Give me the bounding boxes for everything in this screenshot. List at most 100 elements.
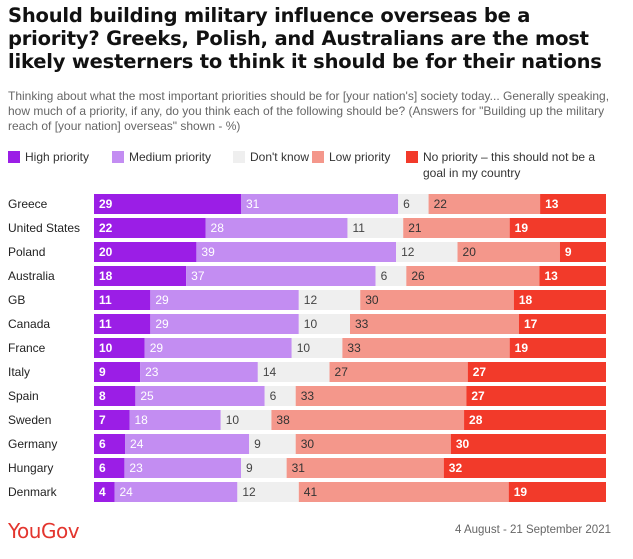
bar-greece-high-priority	[94, 194, 242, 214]
bar-france-no-priority	[509, 338, 606, 358]
value-label-poland-low-priority: 20	[463, 245, 477, 259]
bar-germany-low-priority	[295, 434, 451, 454]
value-label-poland-don-t-know: 12	[401, 245, 415, 259]
value-label-france-low-priority: 33	[347, 341, 361, 355]
bar-gb-high-priority	[94, 290, 151, 310]
bar-france-don-t-know	[291, 338, 343, 358]
legend-item-no: No priority – this should not be a goal …	[406, 149, 621, 181]
legend-swatch-high	[8, 151, 20, 163]
value-label-poland-medium-priority: 39	[201, 245, 215, 259]
bar-sweden-high-priority	[94, 410, 130, 430]
bar-greece-don-t-know	[398, 194, 429, 214]
chart-subtitle: Thinking about what the most important p…	[8, 89, 610, 133]
legend-swatch-no	[406, 151, 418, 163]
bar-france-high-priority	[94, 338, 145, 358]
value-label-denmark-low-priority: 41	[304, 485, 318, 499]
bar-denmark-no-priority	[508, 482, 606, 502]
bar-united-states-high-priority	[94, 218, 206, 238]
bar-sweden-low-priority	[271, 410, 465, 430]
value-label-italy-high-priority: 9	[99, 365, 106, 379]
bar-united-states-medium-priority	[205, 218, 348, 238]
value-label-hungary-low-priority: 31	[292, 461, 306, 475]
bar-denmark-medium-priority	[114, 482, 238, 502]
value-label-australia-low-priority: 26	[411, 269, 425, 283]
value-label-greece-don-t-know: 6	[403, 197, 410, 211]
value-label-germany-medium-priority: 24	[130, 437, 144, 451]
value-label-sweden-no-priority: 28	[469, 413, 483, 427]
value-label-canada-medium-priority: 29	[155, 317, 169, 331]
bar-australia-medium-priority	[186, 266, 376, 286]
legend-label-low: Low priority	[329, 150, 391, 164]
row-label-canada: Canada	[8, 317, 50, 331]
bar-hungary-don-t-know	[241, 458, 287, 478]
yougov-logo: YouGov	[8, 519, 80, 543]
legend-label-no: No priority – this should not be a goal …	[423, 150, 596, 180]
bar-gb-don-t-know	[298, 290, 361, 310]
bar-italy-high-priority	[94, 362, 141, 382]
row-label-sweden: Sweden	[8, 413, 51, 427]
row-label-poland: Poland	[8, 245, 45, 259]
bar-australia-high-priority	[94, 266, 187, 286]
chart-title: Should building military influence overs…	[8, 4, 602, 73]
value-label-germany-high-priority: 6	[99, 437, 106, 451]
bar-sweden-medium-priority	[129, 410, 221, 430]
value-label-hungary-no-priority: 32	[449, 461, 463, 475]
row-label-greece: Greece	[8, 197, 48, 211]
bar-greece-no-priority	[540, 194, 606, 214]
value-label-france-don-t-know: 10	[297, 341, 311, 355]
row-label-australia: Australia	[8, 269, 55, 283]
bar-united-states-no-priority	[509, 218, 606, 238]
value-label-canada-don-t-know: 10	[304, 317, 318, 331]
value-label-denmark-don-t-know: 12	[242, 485, 256, 499]
bar-hungary-low-priority	[286, 458, 444, 478]
bar-poland-high-priority	[94, 242, 197, 262]
value-label-australia-high-priority: 18	[99, 269, 113, 283]
value-label-canada-no-priority: 17	[524, 317, 538, 331]
value-label-united-states-high-priority: 22	[99, 221, 113, 235]
value-label-australia-medium-priority: 37	[191, 269, 205, 283]
value-label-hungary-high-priority: 6	[99, 461, 106, 475]
value-label-australia-don-t-know: 6	[381, 269, 388, 283]
row-label-germany: Germany	[8, 437, 57, 451]
bar-poland-no-priority	[559, 242, 606, 262]
bar-spain-no-priority	[466, 386, 606, 406]
bar-italy-medium-priority	[140, 362, 258, 382]
value-label-gb-don-t-know: 12	[304, 293, 318, 307]
bar-canada-medium-priority	[150, 314, 299, 334]
value-label-canada-high-priority: 11	[99, 317, 112, 331]
value-label-italy-no-priority: 27	[473, 365, 487, 379]
value-label-united-states-medium-priority: 28	[211, 221, 225, 235]
value-label-sweden-don-t-know: 10	[226, 413, 240, 427]
bar-poland-medium-priority	[196, 242, 397, 262]
bar-denmark-low-priority	[298, 482, 509, 502]
stacked-bar-chart: Greece 29 31 6 22 13 United States 22 28 11 21 19 Po…	[0, 190, 633, 510]
value-label-spain-don-t-know: 6	[270, 389, 277, 403]
bar-sweden-don-t-know	[220, 410, 272, 430]
legend-item-medium: Medium priority	[112, 149, 211, 165]
value-label-poland-high-priority: 20	[99, 245, 113, 259]
value-label-greece-high-priority: 29	[99, 197, 113, 211]
value-label-france-medium-priority: 29	[150, 341, 164, 355]
row-label-united-states: United States	[8, 221, 80, 235]
bar-france-medium-priority	[144, 338, 292, 358]
bar-denmark-high-priority	[94, 482, 115, 502]
value-label-australia-no-priority: 13	[544, 269, 558, 283]
value-label-canada-low-priority: 33	[355, 317, 369, 331]
legend-swatch-dont-know	[233, 151, 245, 163]
bar-germany-high-priority	[94, 434, 126, 454]
chart-svg: Greece 29 31 6 22 13 United States 22 28 11 21 19 Po…	[8, 194, 606, 502]
value-label-sweden-medium-priority: 18	[134, 413, 148, 427]
value-label-spain-medium-priority: 25	[140, 389, 154, 403]
value-label-germany-don-t-know: 9	[254, 437, 261, 451]
value-label-united-states-low-priority: 21	[408, 221, 422, 235]
bar-hungary-no-priority	[443, 458, 606, 478]
row-label-hungary: Hungary	[8, 461, 53, 475]
bar-poland-don-t-know	[396, 242, 458, 262]
value-label-france-high-priority: 10	[99, 341, 113, 355]
row-label-spain: Spain	[8, 389, 39, 403]
bar-spain-low-priority	[295, 386, 467, 406]
value-label-gb-high-priority: 11	[99, 293, 112, 307]
value-label-denmark-medium-priority: 24	[119, 485, 133, 499]
value-label-italy-low-priority: 27	[335, 365, 349, 379]
value-label-france-no-priority: 19	[515, 341, 529, 355]
